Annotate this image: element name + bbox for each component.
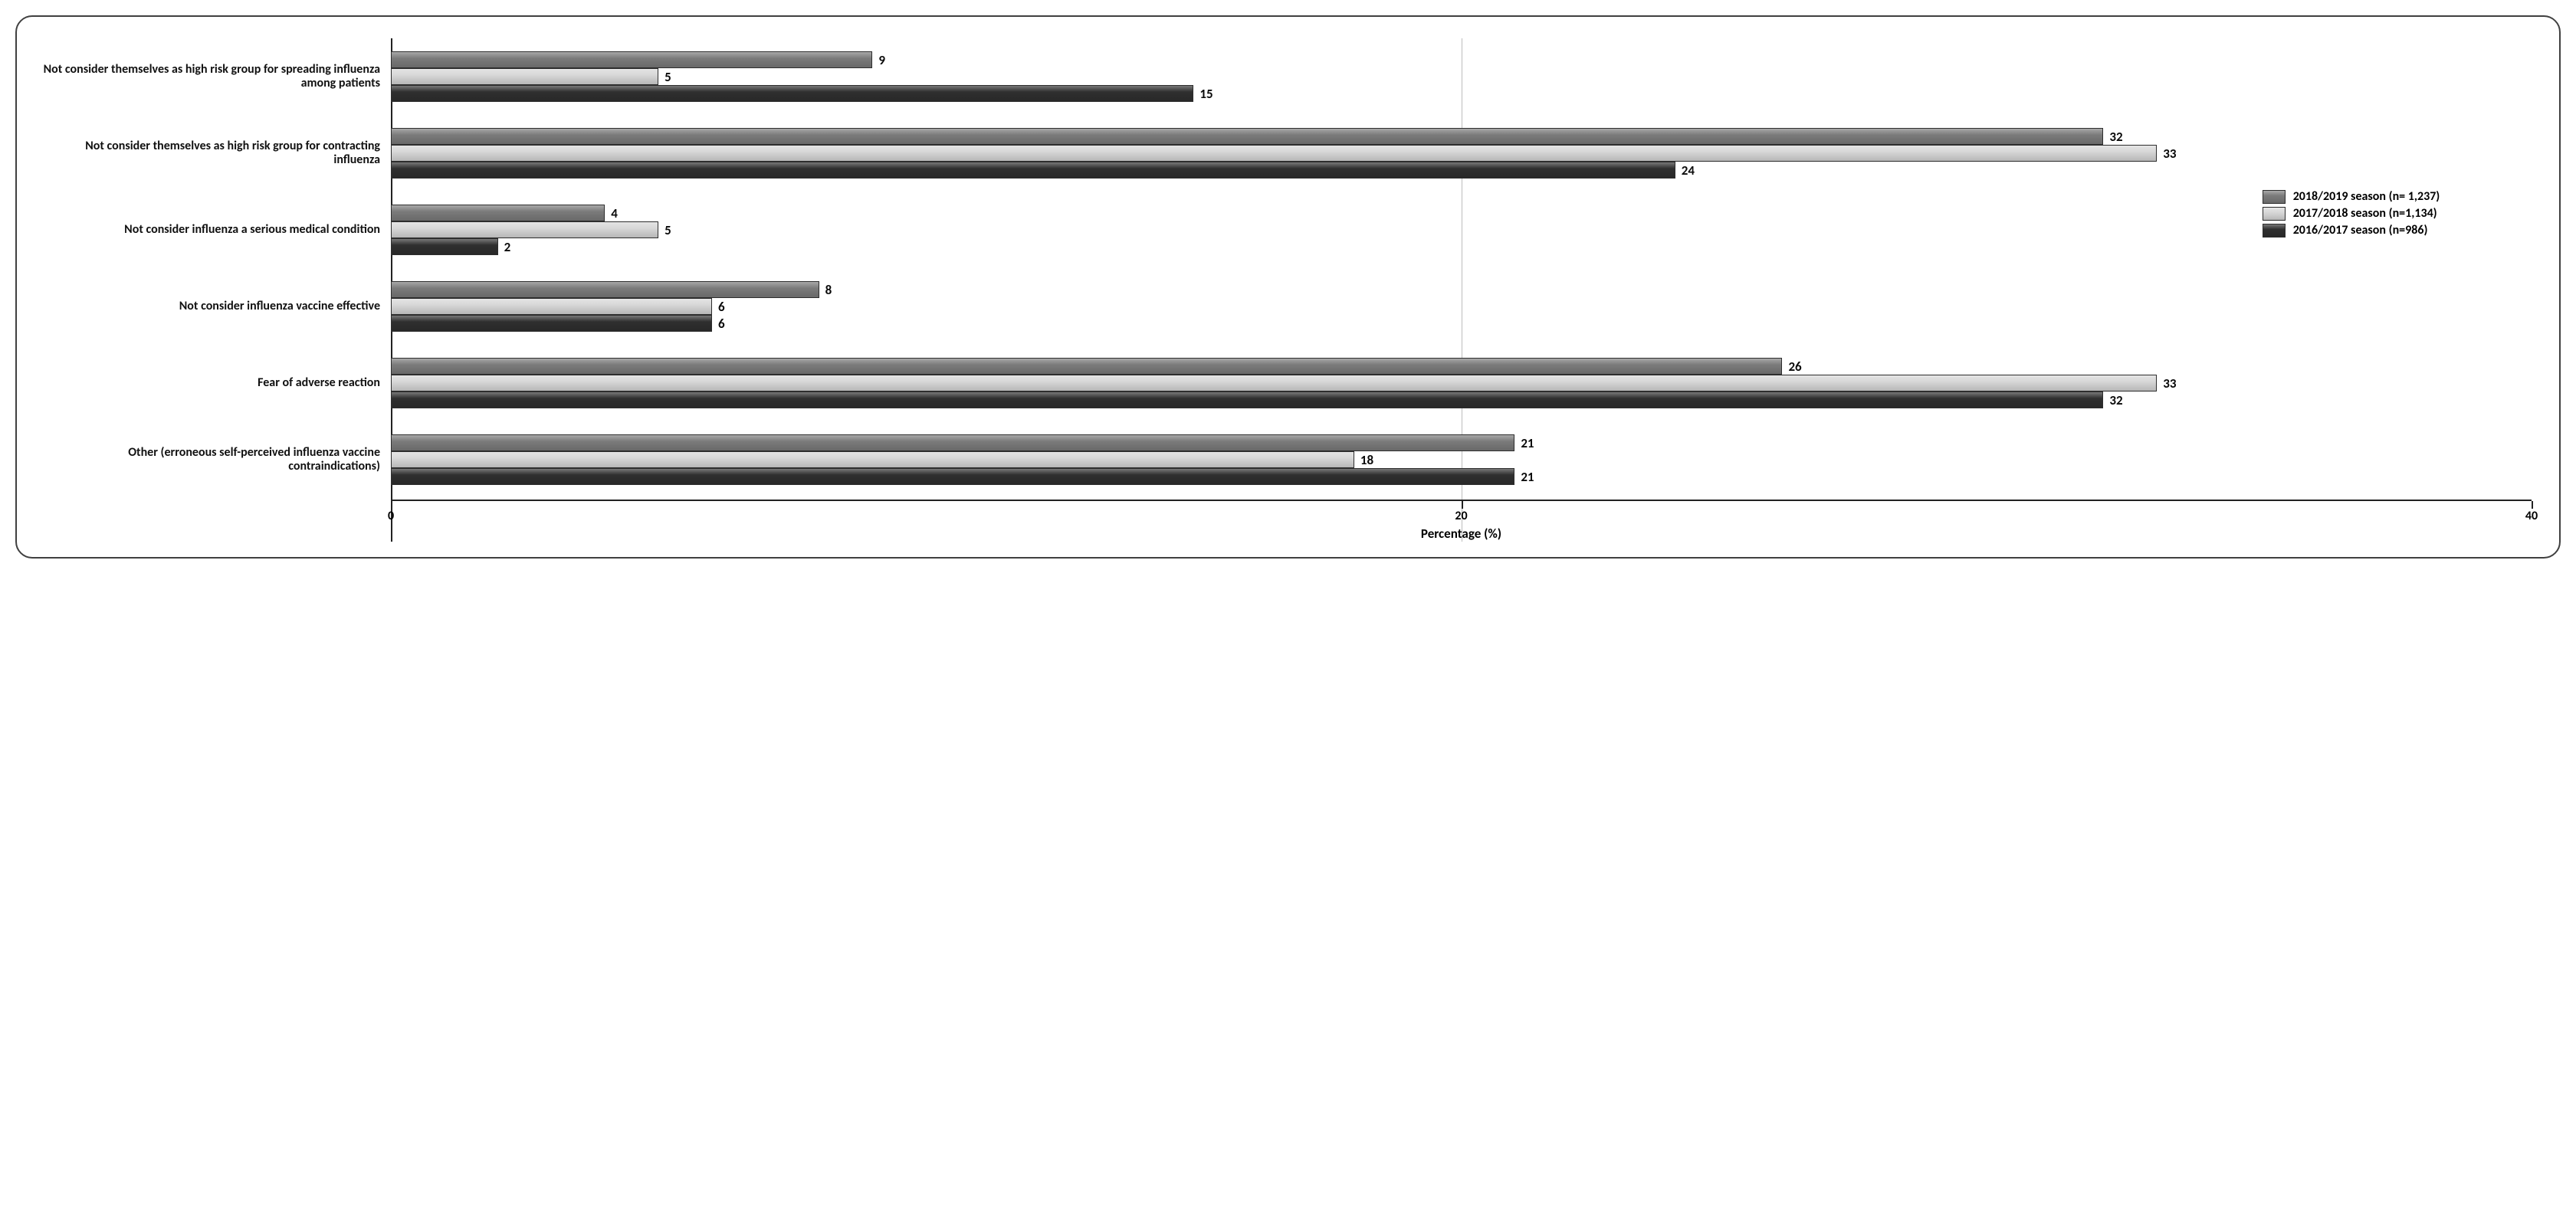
bar-row: 32 bbox=[391, 391, 2532, 408]
chart-frame: Not consider themselves as high risk gro… bbox=[15, 15, 2561, 559]
plot-area: Not consider themselves as high risk gro… bbox=[38, 38, 2532, 542]
category-label: Fear of adverse reaction bbox=[38, 345, 391, 421]
bar bbox=[391, 51, 872, 68]
bar-group: 9 5 15 bbox=[391, 38, 2532, 115]
bar-row: 6 bbox=[391, 298, 2532, 315]
legend-item: 2018/2019 season (n= 1,237) bbox=[2263, 189, 2440, 204]
bars-column: 9 5 15 32 33 24 4 5 2 8 66 26 33 32 21 18 21 2018/2019 s… bbox=[391, 38, 2532, 542]
bar-row: 6 bbox=[391, 315, 2532, 332]
category-label: Not consider themselves as high risk gro… bbox=[38, 38, 391, 115]
bar-value-label: 32 bbox=[2109, 392, 2122, 408]
bar bbox=[391, 68, 658, 85]
legend-swatch bbox=[2263, 207, 2286, 221]
bar-group: 32 33 24 bbox=[391, 115, 2532, 192]
bar-value-label: 5 bbox=[665, 69, 671, 85]
bar-row: 26 bbox=[391, 358, 2532, 375]
legend-swatch bbox=[2263, 224, 2286, 238]
bar-row: 5 bbox=[391, 221, 2532, 238]
legend-item: 2017/2018 season (n=1,134) bbox=[2263, 206, 2440, 221]
bar-row: 32 bbox=[391, 128, 2532, 145]
bar-value-label: 32 bbox=[2109, 129, 2122, 145]
bar-groups-container: 9 5 15 32 33 24 4 5 2 8 66 26 33 32 21 18 21 bbox=[391, 38, 2532, 498]
bar-value-label: 15 bbox=[1199, 86, 1213, 102]
bar bbox=[391, 162, 1675, 179]
bar-value-label: 6 bbox=[718, 299, 725, 315]
bar-row: 5 bbox=[391, 68, 2532, 85]
bar-value-label: 24 bbox=[1682, 162, 1695, 179]
bar-group: 4 5 2 bbox=[391, 192, 2532, 268]
x-tick bbox=[1462, 501, 1463, 509]
bar-value-label: 18 bbox=[1360, 452, 1373, 468]
bar-value-label: 4 bbox=[611, 205, 618, 221]
bar-row: 9 bbox=[391, 51, 2532, 68]
x-axis-title: Percentage (%) bbox=[391, 526, 2532, 542]
bar-value-label: 2 bbox=[504, 239, 511, 255]
x-axis: 02040 bbox=[391, 500, 2532, 523]
bar bbox=[391, 468, 1514, 485]
bar-row: 24 bbox=[391, 162, 2532, 179]
bar bbox=[391, 315, 712, 332]
bar-value-label: 5 bbox=[665, 222, 671, 238]
legend-swatch bbox=[2263, 190, 2286, 204]
bar-value-label: 6 bbox=[718, 316, 725, 332]
bar-group: 21 18 21 bbox=[391, 421, 2532, 498]
category-label: Not consider influenza vaccine effective bbox=[38, 268, 391, 345]
bar bbox=[391, 145, 2157, 162]
category-label: Other (erroneous self-perceived influenz… bbox=[38, 421, 391, 498]
bar-value-label: 33 bbox=[2163, 375, 2176, 391]
bar bbox=[391, 238, 498, 255]
bar-row: 4 bbox=[391, 205, 2532, 221]
bar-row: 33 bbox=[391, 375, 2532, 391]
bar bbox=[391, 85, 1193, 102]
bar bbox=[391, 298, 712, 315]
bar-row: 18 bbox=[391, 451, 2532, 468]
y-axis-category-labels: Not consider themselves as high risk gro… bbox=[38, 38, 391, 542]
bar-row: 2 bbox=[391, 238, 2532, 255]
bar bbox=[391, 434, 1514, 451]
x-tick bbox=[2532, 501, 2533, 509]
bar bbox=[391, 128, 2103, 145]
bar-group: 8 66 bbox=[391, 268, 2532, 345]
bar-group: 26 33 32 bbox=[391, 345, 2532, 421]
bar bbox=[391, 358, 1782, 375]
bar bbox=[391, 281, 819, 298]
bar-row: 21 bbox=[391, 468, 2532, 485]
bar-value-label: 9 bbox=[878, 52, 885, 68]
bar-value-label: 8 bbox=[825, 282, 832, 298]
category-label: Not consider influenza a serious medical… bbox=[38, 192, 391, 268]
bar-row: 8 bbox=[391, 281, 2532, 298]
bar-value-label: 33 bbox=[2163, 146, 2176, 162]
x-tick-label: 20 bbox=[1455, 509, 1467, 523]
bar-value-label: 21 bbox=[1521, 469, 1534, 485]
legend-label: 2016/2017 season (n=986) bbox=[2293, 223, 2428, 238]
bar-value-label: 26 bbox=[1788, 359, 1801, 375]
x-tick-label: 40 bbox=[2525, 509, 2538, 523]
legend-label: 2017/2018 season (n=1,134) bbox=[2293, 206, 2437, 221]
x-tick-label: 0 bbox=[388, 509, 394, 523]
legend-item: 2016/2017 season (n=986) bbox=[2263, 223, 2440, 238]
x-tick bbox=[391, 501, 392, 509]
bar-row: 15 bbox=[391, 85, 2532, 102]
category-label: Not consider themselves as high risk gro… bbox=[38, 115, 391, 192]
legend-label: 2018/2019 season (n= 1,237) bbox=[2293, 189, 2440, 204]
bar-value-label: 21 bbox=[1521, 435, 1534, 451]
bar bbox=[391, 391, 2103, 408]
legend: 2018/2019 season (n= 1,237) 2017/2018 sea… bbox=[2256, 184, 2446, 243]
bar-row: 21 bbox=[391, 434, 2532, 451]
bar bbox=[391, 375, 2157, 391]
bar bbox=[391, 451, 1354, 468]
bar bbox=[391, 205, 605, 221]
bar-row: 33 bbox=[391, 145, 2532, 162]
bar bbox=[391, 221, 658, 238]
